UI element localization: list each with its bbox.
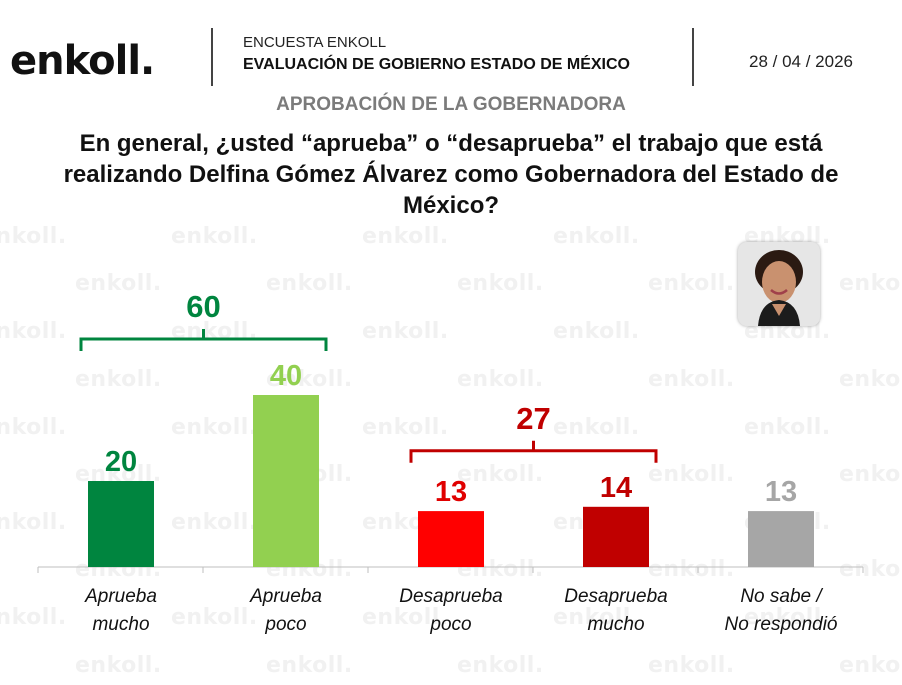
section-title: APROBACIÓN DE LA GOBERNADORA (276, 94, 626, 115)
bar (418, 511, 484, 567)
bar-value-label: 13 (435, 476, 467, 508)
category-label-desaprueba-mucho: Desaprueba mucho (564, 586, 668, 635)
bar (748, 511, 814, 567)
bar (583, 506, 649, 567)
category-label-aprueba-poco: Aprueba poco (250, 586, 322, 635)
bar-value-label: 40 (270, 360, 302, 392)
bar-value-label: 13 (765, 476, 797, 508)
governor-photo (738, 242, 820, 326)
portrait-image (738, 242, 820, 326)
group-bracket (409, 440, 658, 463)
category-label-no-sabe: No sabe / No respondió (724, 586, 838, 635)
header-divider-left (211, 28, 213, 86)
bar (253, 395, 319, 567)
category-label-desaprueba-poco: Desaprueba poco (399, 586, 503, 635)
group-total-label: 27 (516, 401, 550, 436)
survey-date: 28 / 04 / 2026 (749, 52, 853, 71)
group-bracket (79, 329, 328, 351)
header-divider-right (692, 28, 694, 86)
survey-name: ENCUESTA ENKOLL (243, 34, 387, 51)
bar-value-label: 20 (105, 446, 137, 478)
group-total-label: 60 (186, 289, 220, 324)
survey-subtitle: EVALUACIÓN DE GOBIERNO ESTADO DE MÉXICO (243, 56, 630, 73)
enkoll-logo: enkoll. (10, 38, 155, 84)
question-text: En general, ¿usted “aprueba” o “desaprue… (63, 130, 839, 219)
bar (88, 481, 154, 567)
category-label-aprueba-mucho: Aprueba mucho (85, 586, 157, 635)
bar-value-label: 14 (600, 472, 632, 504)
